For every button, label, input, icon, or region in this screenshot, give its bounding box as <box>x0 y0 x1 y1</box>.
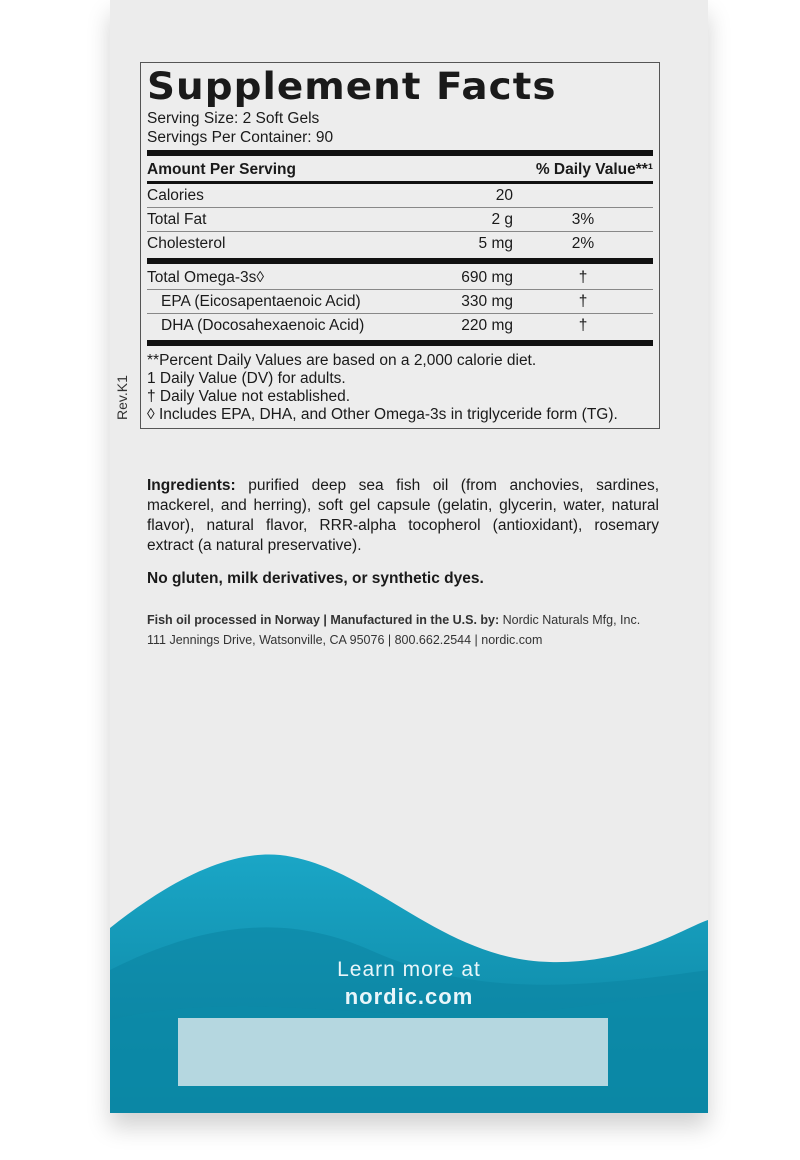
divider <box>147 313 653 314</box>
divider <box>147 258 653 264</box>
promo-line1: Learn more at <box>337 958 481 981</box>
divider <box>147 289 653 290</box>
nutrient-name: EPA (Eicosapentaenoic Acid) <box>161 293 361 310</box>
promo-website: nordic.com <box>344 984 474 1009</box>
divider <box>147 340 653 346</box>
manufacturer-address: 111 Jennings Drive, Watsonville, CA 9507… <box>147 633 543 647</box>
footnotes: **Percent Daily Values are based on a 2,… <box>147 348 653 424</box>
footnote: **Percent Daily Values are based on a 2,… <box>147 352 537 369</box>
nutrient-amount: 690 mg <box>461 269 513 286</box>
table-row: Total Omega-3s◊ 690 mg † <box>147 266 653 289</box>
nutrient-name: DHA (Docosahexaenoic Acid) <box>161 317 365 334</box>
ingredients-text: purified deep sea fish oil (from anchovi… <box>147 477 659 554</box>
nutrient-dv: 3% <box>571 211 595 228</box>
facts-title: Supplement Facts <box>147 65 557 108</box>
nutrient-name: Total Omega-3s◊ <box>147 269 265 286</box>
manufacturer-bold: Fish oil processed in Norway | Manufactu… <box>147 613 500 627</box>
nutrient-dv: † <box>578 293 588 310</box>
ingredients-label: Ingredients: <box>147 477 236 494</box>
manufacturer-info: Fish oil processed in Norway | Manufactu… <box>147 610 640 650</box>
nutrient-name: Cholesterol <box>147 235 226 252</box>
divider <box>147 207 653 208</box>
table-row: DHA (Docosahexaenoic Acid) 220 mg † <box>147 314 653 337</box>
table-row: EPA (Eicosapentaenoic Acid) 330 mg † <box>147 290 653 313</box>
header-amount: Amount Per Serving <box>147 161 296 178</box>
divider <box>147 231 653 232</box>
blank-label-panel <box>178 1018 608 1086</box>
revision-code: Rev.K1 <box>114 375 130 420</box>
header-dv: % Daily Value**¹ <box>535 161 653 178</box>
nutrient-name: Calories <box>147 187 204 204</box>
divider <box>147 181 653 184</box>
package-back: Supplement Facts Serving Size: 2 Soft Ge… <box>110 0 708 1113</box>
supplement-facts-panel: Supplement Facts Serving Size: 2 Soft Ge… <box>140 62 660 429</box>
nutrient-dv: † <box>578 317 588 334</box>
table-header: Amount Per Serving % Daily Value**¹ <box>147 158 653 181</box>
nutrient-amount: 330 mg <box>461 293 513 310</box>
nutrient-dv: 2% <box>571 235 595 252</box>
nutrient-name: Total Fat <box>147 211 207 228</box>
nutrient-dv: † <box>578 269 588 286</box>
nutrient-amount: 20 <box>495 187 513 204</box>
manufacturer-name: Nordic Naturals Mfg, Inc. <box>499 613 641 627</box>
serving-size: Serving Size: 2 Soft Gels <box>147 110 320 127</box>
footnote: 1 Daily Value (DV) for adults. <box>147 370 346 387</box>
nutrient-amount: 5 mg <box>478 235 513 252</box>
footnote: ◊ Includes EPA, DHA, and Other Omega-3s … <box>147 406 618 423</box>
divider <box>147 150 653 156</box>
table-row: Cholesterol 5 mg 2% <box>147 232 653 255</box>
nutrient-amount: 220 mg <box>461 317 513 334</box>
table-row: Total Fat 2 g 3% <box>147 208 653 231</box>
footnote: † Daily Value not established. <box>147 388 351 405</box>
nutrient-amount: 2 g <box>491 211 513 228</box>
free-from-statement: No gluten, milk derivatives, or syntheti… <box>147 570 484 587</box>
servings-per-container: Servings Per Container: 90 <box>147 129 334 146</box>
table-row: Calories 20 <box>147 184 653 207</box>
ingredients: Ingredients: purified deep sea fish oil … <box>147 476 659 556</box>
